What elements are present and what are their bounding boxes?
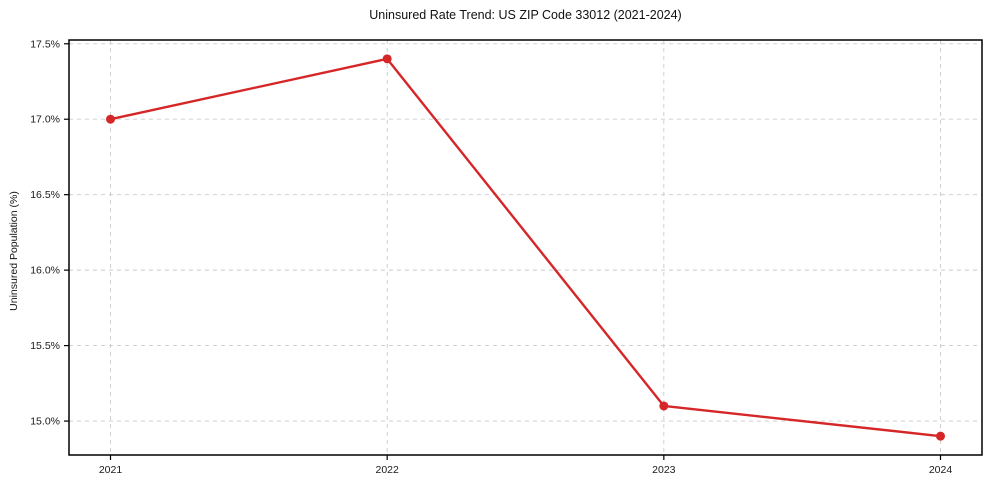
trend-line [109, 57, 942, 438]
x-tick-label: 2023 [652, 464, 676, 476]
y-tick-label: 17.5% [30, 38, 60, 50]
data-point-2024 [936, 431, 945, 441]
chart-title: Uninsured Rate Trend: US ZIP Code 33012 … [369, 8, 682, 22]
data-point-2023 [659, 401, 669, 411]
plot-border [68, 39, 983, 456]
y-tick-label: 15.5% [30, 340, 60, 352]
y-tick-label: 15.0% [30, 416, 60, 428]
data-point-2021 [106, 114, 115, 124]
x-tick-label: 2022 [375, 464, 399, 476]
x-tick-label: 2024 [929, 464, 953, 476]
x-tick-label: 2021 [99, 464, 123, 476]
data-point-2022 [382, 54, 392, 64]
y-tick-label: 16.5% [30, 189, 60, 201]
y-tick-label: 17.0% [30, 114, 60, 126]
y-tick-label: 16.0% [30, 265, 60, 277]
